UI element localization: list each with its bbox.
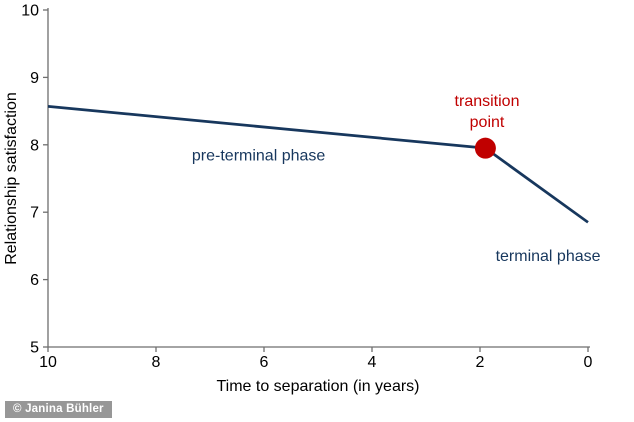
transition-point-marker <box>474 137 496 159</box>
y-axis-ticks: 5 6 7 8 9 10 <box>21 3 48 357</box>
y-tick-label: 6 <box>30 272 39 289</box>
annotation-line: point <box>470 114 505 131</box>
x-tick-label: 2 <box>476 354 485 371</box>
chart-annotations: pre-terminal phase terminal phase transiti… <box>192 93 601 265</box>
y-tick-label: 5 <box>30 340 39 357</box>
x-axis-ticks: 10 8 6 4 2 0 <box>39 347 593 371</box>
y-tick-label: 9 <box>30 70 39 87</box>
axes <box>47 8 590 348</box>
x-tick-label: 0 <box>584 354 593 371</box>
watermark: © Janina Bühler <box>5 401 112 418</box>
y-tick-label: 8 <box>30 137 39 154</box>
x-tick-label: 10 <box>39 354 57 371</box>
y-tick-label: 10 <box>21 3 39 20</box>
annotation-line: transition <box>455 93 520 110</box>
y-axis-title: Relationship satisfaction <box>3 92 20 265</box>
y-tick-label: 7 <box>30 205 39 222</box>
annotation-pre-terminal-phase: pre-terminal phase <box>192 147 326 164</box>
x-tick-label: 6 <box>260 354 269 371</box>
x-tick-label: 4 <box>368 354 377 371</box>
x-tick-label: 8 <box>152 354 161 371</box>
x-axis-title: Time to separation (in years) <box>216 378 419 395</box>
annotation-terminal-phase: terminal phase <box>496 248 601 265</box>
annotation-transition-point-label: transition point <box>455 93 520 131</box>
